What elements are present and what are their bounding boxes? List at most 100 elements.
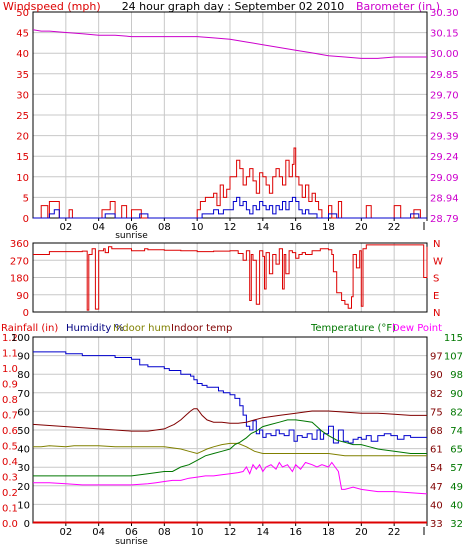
barometer-y-tick-label: 29.24 [430,152,459,163]
barometer-y-tick-label: 29.85 [430,70,459,81]
compass-tick-label: E [433,291,439,302]
indoor-temp-line [32,408,427,432]
barometer-y-tick-label: 28.79 [430,214,459,225]
temperature-line [33,419,427,477]
humidity-tick-label: 20 [17,482,30,493]
outdoor-temp-tick-label: 98 [450,370,463,381]
legend-heading: Rainfall (in) [1,323,58,334]
indoor-temp-tick-label: 68 [430,426,443,437]
indoor-temp-tick-label: 40 [430,500,443,511]
dew-point-line [33,461,428,495]
wind-x-tick-label: 04 [92,222,105,233]
wind-x-tick-label: 12 [224,222,237,233]
wind-y-tick-label: 50 [16,8,29,19]
rainfall-tick-label: 0.6 [2,426,18,437]
legend-heading: Humidity % [66,323,124,334]
wind-x-tick-label: 08 [158,222,171,233]
humidity-tick-label: 30 [17,463,30,474]
humidity-tick-label: 90 [17,352,30,363]
rainfall-tick-label: 1.0 [2,364,18,375]
outdoor-temp-tick-label: 57 [450,463,463,474]
barometer-axis-label: Barometer (in.) [356,0,440,13]
climate-x-tick-label: 12 [224,527,237,538]
indoor-temp-tick-label: 82 [430,389,443,400]
wind-y-tick-label: 40 [16,49,29,60]
wind-y-tick-label: 5 [23,193,29,204]
outdoor-temp-tick-label: 90 [450,389,463,400]
wind-x-tick-label: 20 [355,222,368,233]
barometer-y-tick-label: 30.15 [430,29,459,40]
compass-tick-label: S [433,274,439,285]
barometer-y-tick-label: 30.30 [430,8,459,19]
direction-y-tick-label: 180 [10,274,29,285]
humidity-tick-label: 60 [17,407,30,418]
climate-x-tick-label: 18 [322,527,335,538]
wind-y-tick-label: 45 [16,29,29,40]
barometer-y-tick-label: 30.00 [430,49,459,60]
sunrise-label: sunrise [115,537,148,547]
climate-grid [33,337,427,523]
legend-heading: Indoor temp [171,323,232,334]
legend-heading: Dew Point [392,323,442,334]
direction-y-tick-label: 0 [23,308,29,319]
barometer-y-tick-label: 29.55 [430,111,459,122]
wind-y-tick-label: 10 [16,173,29,184]
wind-x-tick-label: 02 [59,222,72,233]
wind-x-tick-label: 16 [289,222,302,233]
windspeed-axis-label: Windspeed (mph) [3,0,101,13]
climate-x-tick-label: 10 [191,527,204,538]
wind-y-tick-label: 20 [16,132,29,143]
climate-x-tick-label: 22 [388,527,401,538]
rainfall-tick-label: 1.1 [2,349,18,360]
wind-y-tick-label: 30 [16,90,29,101]
indoor-temp-tick-label: 90 [430,370,443,381]
indoor-temp-tick-label: 97 [430,352,443,363]
sunrise-label: sunrise [115,231,148,241]
rainfall-tick-label: 0.0 [2,519,18,530]
climate-x-tick-label: 02 [59,527,72,538]
outdoor-temp-tick-label: 65 [450,445,463,456]
outdoor-temp-tick-label: 115 [444,333,463,344]
wind-average-line [33,196,427,219]
climate-x-tick-label: 06 [125,527,138,538]
rainfall-tick-label: 0.7 [2,411,18,422]
compass-tick-label: N [433,308,440,319]
direction-y-tick-label: 360 [10,239,29,250]
climate-x-tick-label: 14 [256,527,269,538]
humidity-tick-label: 10 [17,500,30,511]
compass-tick-label: W [433,256,443,267]
rainfall-tick-label: 0.4 [2,457,18,468]
rainfall-tick-label: 0.1 [2,504,18,515]
climate-x-tick-label: 16 [289,527,302,538]
wind-direction-line [33,244,428,311]
rainfall-tick-label: 0.8 [2,395,18,406]
wind-y-tick-label: 35 [16,70,29,81]
compass-tick-label: N [433,239,440,250]
outdoor-temp-tick-label: 107 [444,352,463,363]
outdoor-temp-tick-label: 40 [450,500,463,511]
wind-y-tick-label: 0 [23,214,29,225]
wind-x-tick-label: 14 [256,222,269,233]
barometer-y-tick-label: 29.39 [430,132,459,143]
wind-y-tick-label: 15 [16,152,29,163]
rainfall-tick-label: 0.3 [2,473,18,484]
climate-x-tick-label: 08 [158,527,171,538]
barometer-line [32,29,427,59]
climate-x-tick-label: 04 [92,527,105,538]
direction-y-tick-label: 270 [10,256,29,267]
wind-y-tick-label: 25 [16,111,29,122]
indoor-temp-tick-label: 47 [430,482,443,493]
legend-heading: Temperature (°F) [310,323,396,334]
rainfall-tick-label: 1.2 [2,333,18,344]
direction-y-tick-label: 90 [16,291,29,302]
indoor-humidity-line [33,442,427,457]
humidity-line [33,351,427,444]
humidity-tick-label: 40 [17,445,30,456]
barometer-y-tick-label: 28.94 [430,193,459,204]
outdoor-temp-tick-label: 82 [450,407,463,418]
indoor-temp-tick-label: 33 [430,519,443,530]
humidity-tick-label: 70 [17,389,30,400]
outdoor-temp-tick-label: 49 [450,482,463,493]
wind-x-tick-label: 10 [191,222,204,233]
